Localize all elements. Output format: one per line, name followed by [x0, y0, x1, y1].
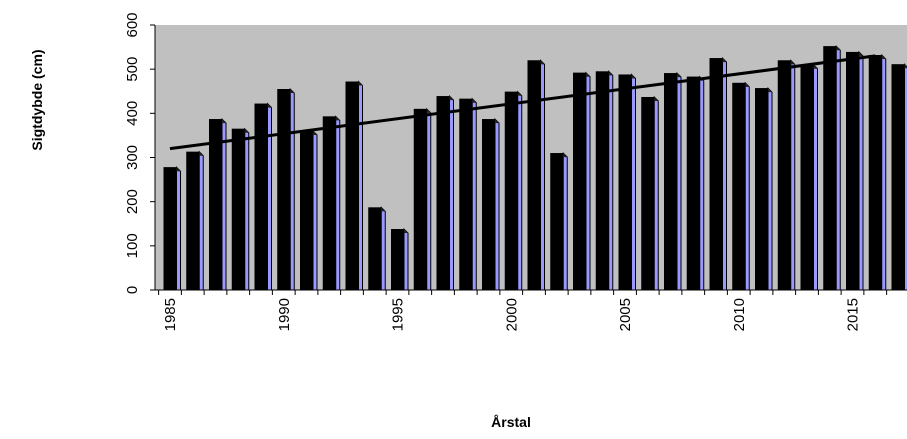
bar-side: [631, 73, 636, 291]
y-axis-title: Sigtdybde (cm): [29, 49, 45, 150]
bar-side: [449, 94, 454, 291]
bar-side: [744, 81, 750, 291]
bar: [527, 60, 541, 291]
bar-side: [403, 227, 409, 291]
x-tick-label: 2015: [845, 298, 862, 331]
bar-side: [358, 80, 363, 291]
bar-side: [267, 102, 272, 291]
bar: [163, 167, 177, 290]
y-tick-label: 300: [124, 145, 141, 170]
bar-side: [562, 151, 568, 291]
y-tick-label: 400: [124, 101, 141, 126]
y-tick-label: 600: [124, 12, 141, 37]
bar-side: [813, 63, 818, 291]
bar: [254, 103, 268, 290]
x-tick-label: 2005: [617, 298, 634, 331]
x-tick-label: 1995: [390, 298, 407, 331]
bar-side: [653, 95, 659, 291]
bar: [732, 82, 746, 290]
bar: [345, 81, 359, 291]
bar: [368, 207, 382, 290]
x-tick-label: 1990: [276, 298, 293, 331]
bar: [755, 88, 768, 291]
bar-side: [517, 90, 523, 291]
bar: [413, 108, 427, 291]
bar-side: [699, 75, 705, 291]
bar-side: [881, 53, 887, 291]
bar: [550, 153, 564, 290]
bar-side: [767, 86, 773, 291]
bar-side: [494, 117, 500, 291]
bar: [573, 72, 586, 290]
bar: [891, 64, 905, 290]
bar-side: [676, 71, 682, 291]
bar-side: [312, 129, 318, 291]
bar: [641, 96, 655, 290]
bar: [846, 51, 859, 290]
bar: [777, 60, 791, 291]
bar: [322, 116, 336, 290]
bar: [868, 55, 882, 291]
bar-side: [858, 50, 864, 291]
bar-side: [176, 166, 181, 291]
bar: [209, 119, 222, 290]
x-axis-ticks: 1985 1990 1995 2000 2005 2010 2015: [158, 290, 888, 331]
trendline: [169, 54, 876, 151]
x-axis-title: Årstal: [491, 414, 531, 430]
bar-side: [380, 206, 386, 291]
bar: [231, 128, 245, 290]
bar-side: [221, 117, 227, 291]
bar-side: [244, 127, 250, 291]
bar-side: [835, 44, 841, 291]
bar-side: [289, 87, 295, 291]
bar-side: [471, 97, 477, 291]
bar: [504, 91, 518, 290]
bar: [800, 64, 814, 290]
bar-side: [585, 71, 591, 291]
bar: [823, 46, 837, 291]
bar: [686, 76, 700, 290]
bar: [709, 58, 723, 290]
bar: [618, 74, 632, 290]
bar: [459, 98, 473, 290]
y-tick-label: 0: [124, 286, 141, 294]
bar-side: [722, 56, 727, 291]
y-axis-ticks: 0 100 200 300 400 500 600: [124, 12, 155, 294]
bar: [277, 89, 291, 291]
bar-side: [790, 59, 796, 291]
bar: [186, 151, 200, 290]
x-tick-label: 2010: [731, 298, 748, 331]
bar-side: [540, 59, 545, 291]
bar: [300, 131, 313, 290]
bar: [482, 119, 495, 290]
bar-side: [608, 70, 614, 291]
bar: [436, 96, 450, 290]
y-tick-label: 200: [124, 189, 141, 214]
bar: [664, 73, 677, 291]
y-tick-label: 100: [124, 233, 141, 258]
bars: [163, 44, 907, 291]
bar: [391, 229, 404, 290]
y-tick-label: 500: [124, 57, 141, 82]
bar-side: [426, 107, 432, 291]
bar: [595, 71, 609, 290]
x-tick-label: 1985: [162, 298, 179, 331]
bar-side: [198, 150, 204, 291]
bar-side: [335, 115, 341, 291]
x-tick-label: 2000: [503, 298, 520, 331]
